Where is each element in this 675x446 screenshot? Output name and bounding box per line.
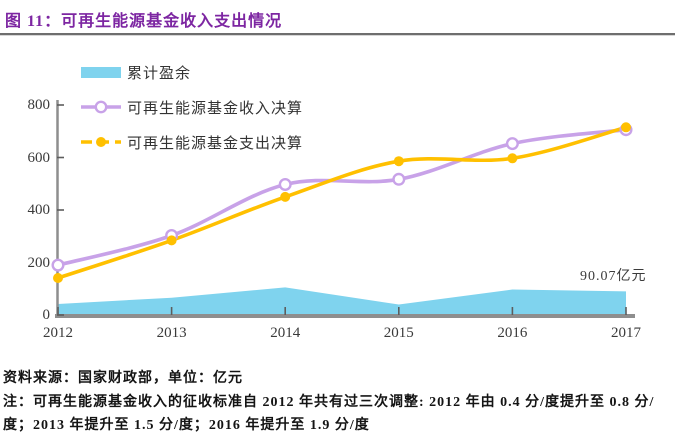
footer: 资料来源：国家财政部，单位：亿元 注：可再生能源基金收入的征收标准自 2012 … bbox=[3, 368, 673, 437]
figure-title: 图 11：可再生能源基金收入支出情况 bbox=[5, 13, 283, 30]
x-axis-label: 2016 bbox=[497, 325, 528, 341]
y-axis-tick-label: 600 bbox=[27, 149, 51, 166]
expenditure-point bbox=[621, 122, 631, 133]
expenditure-line-marker bbox=[81, 135, 121, 149]
income-point bbox=[392, 172, 406, 186]
legend-label-expenditure: 可再生能源基金支出决算 bbox=[127, 135, 304, 152]
x-axis-label: 2014 bbox=[270, 325, 301, 341]
surplus-area-swatch bbox=[81, 66, 121, 78]
expenditure-point bbox=[280, 191, 291, 202]
x-axis-label: 2017 bbox=[611, 325, 641, 341]
expenditure-point bbox=[393, 156, 404, 167]
legend-item-income: 可再生能源基金收入决算 bbox=[81, 97, 303, 117]
income-line bbox=[56, 127, 628, 267]
x-axis-label: 2012 bbox=[43, 325, 73, 341]
footnote: 注：可再生能源基金收入的征收标准自 2012 年共有过三次调整: 2012 年由… bbox=[3, 395, 655, 433]
y-axis-tick-label: 200 bbox=[27, 254, 51, 271]
legend-item-expenditure: 可再生能源基金支出决算 bbox=[81, 132, 303, 152]
surplus-area bbox=[58, 287, 626, 315]
x-axis-label: 2015 bbox=[383, 325, 414, 341]
expenditure-point bbox=[166, 235, 177, 246]
income-point bbox=[278, 177, 292, 191]
legend-item-surplus: 累计盈余 bbox=[81, 62, 191, 82]
x-axis-line bbox=[55, 314, 635, 318]
y-axis-tick-label: 400 bbox=[27, 202, 51, 218]
income-line-marker bbox=[81, 100, 121, 114]
expenditure-point bbox=[53, 273, 63, 283]
y-axis-tick-label: 0 bbox=[42, 307, 51, 323]
surplus-value-annotation: 90.07亿元 bbox=[580, 269, 647, 284]
income-point bbox=[51, 258, 65, 272]
title-divider bbox=[0, 33, 675, 36]
expenditure-line bbox=[56, 125, 628, 280]
source-note: 资料来源：国家财政部，单位：亿元 bbox=[3, 371, 243, 386]
expenditure-point bbox=[507, 153, 518, 164]
income-point bbox=[505, 137, 519, 151]
legend-label-surplus: 累计盈余 bbox=[127, 65, 192, 82]
x-axis-label: 2013 bbox=[156, 325, 187, 341]
y-axis-tick-label: 800 bbox=[27, 97, 51, 113]
legend-label-income: 可再生能源基金收入决算 bbox=[127, 100, 304, 117]
